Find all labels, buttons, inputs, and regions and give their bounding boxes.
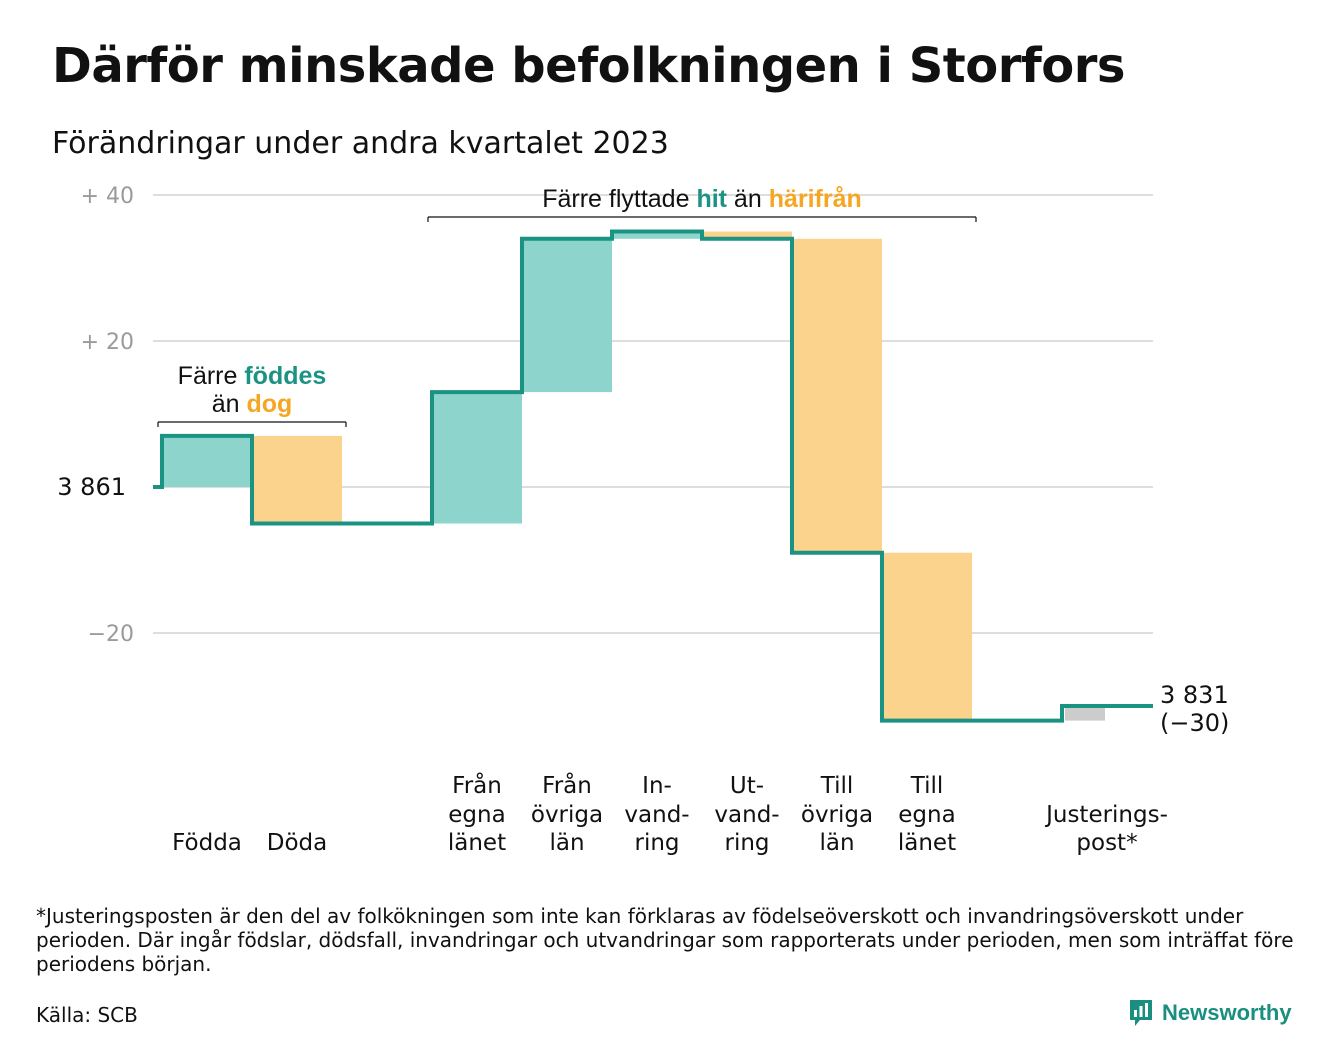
category-label-invandring: ring [634, 830, 679, 856]
category-label-fran-ovriga-lan: Från [542, 771, 592, 799]
category-label-utvandring: vand- [714, 802, 779, 828]
bar-fran-ovriga-lan [522, 238, 612, 393]
category-label-till-ovriga-lan: Till [820, 773, 854, 799]
category-label-doda: Döda [267, 830, 327, 856]
category-label-fran-egna-lanet: länet [448, 830, 506, 856]
chart-title: Därför minskade befolkningen i Storfors [52, 38, 1125, 94]
annotation-segment: än [727, 185, 769, 213]
category-label-justeringspost: post* [1076, 830, 1137, 856]
brand-name: Newsworthy [1162, 1000, 1292, 1025]
annotation-segment: Färre flyttade [542, 185, 696, 213]
annotation-segment: föddes [244, 362, 326, 390]
running-total-line [153, 229, 1153, 723]
y-tick-label: + 40 [81, 184, 134, 209]
bar-justeringspost [1065, 706, 1105, 721]
annotation-text-fodda-doda: än dog [212, 390, 293, 418]
source-credit: Källa: SCB [36, 1003, 138, 1027]
bar-doda [252, 435, 342, 524]
category-label-fran-ovriga-lan: övriga [531, 802, 603, 828]
labels: + 40 + 20 −20 3 861 3 831(−30) Födda Döda Från e… [57, 184, 1229, 856]
annotation-text-fodda-doda: Färre föddes [178, 362, 327, 390]
newsworthy-chart-icon [1130, 1000, 1152, 1026]
bar-fran-egna-lanet [432, 392, 522, 524]
bar-fodda [162, 435, 252, 487]
y-tick-label: + 20 [81, 330, 134, 355]
running-total-path [153, 229, 1153, 723]
category-label-fran-egna-lanet: Från [452, 771, 502, 799]
category-label-fodda: Födda [172, 830, 242, 856]
annotation-segment: hit [696, 185, 727, 213]
bar-till-egna-lanet [882, 552, 972, 721]
y-tick-label: −20 [88, 622, 134, 647]
bar-utvandring [702, 231, 792, 239]
category-label-invandring: In- [642, 773, 672, 799]
category-label-invandring: vand- [624, 802, 689, 828]
category-label-till-egna-lanet: Till [910, 773, 944, 799]
category-label-till-ovriga-lan: län [819, 830, 854, 856]
category-label-till-egna-lanet: egna [898, 802, 955, 828]
bar-till-ovriga-lan [792, 238, 882, 553]
chart-subtitle: Förändringar under andra kvartalet 2023 [52, 126, 669, 161]
bar-invandring [612, 231, 702, 239]
category-label-fran-ovriga-lan: län [549, 830, 584, 856]
category-label-till-egna-lanet: länet [898, 830, 956, 856]
brand-logo: Newsworthy [1128, 998, 1292, 1028]
bars [162, 231, 1105, 721]
category-label-till-ovriga-lan: övriga [801, 802, 873, 828]
annotation-segment: än [212, 390, 247, 418]
annotation-text-flyttade: Färre flyttade hit än härifrån [542, 185, 862, 213]
category-label-fran-egna-lanet: egna [448, 802, 505, 828]
annotation-segment: dog [246, 390, 292, 418]
start-value-label: 3 861 [57, 473, 126, 501]
category-label-justeringspost: Justerings- [1044, 802, 1168, 828]
annotation-segment: Färre [178, 362, 245, 390]
category-label-utvandring: Ut- [730, 773, 764, 799]
gridlines [153, 194, 1153, 634]
footnote: *Justeringsposten är den del av folkökni… [36, 904, 1294, 976]
annotation-segment: härifrån [769, 185, 862, 213]
end-change-label: (−30) [1160, 709, 1229, 737]
end-value-label: 3 831 [1160, 681, 1229, 709]
category-label-utvandring: ring [724, 830, 769, 856]
waterfall-chart: + 40 + 20 −20 3 861 3 831(−30) Födda Döda Från e… [57, 184, 1229, 856]
